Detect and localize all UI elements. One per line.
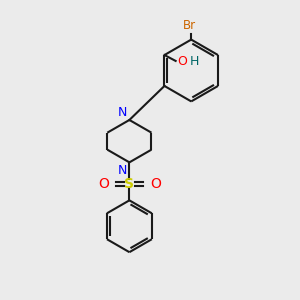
Text: N: N xyxy=(118,164,127,176)
Text: S: S xyxy=(124,177,134,190)
Text: Br: Br xyxy=(183,19,196,32)
Text: H: H xyxy=(190,55,199,68)
Text: O: O xyxy=(150,177,161,190)
Text: O: O xyxy=(98,177,109,190)
Text: O: O xyxy=(177,55,187,68)
Text: N: N xyxy=(118,106,127,119)
